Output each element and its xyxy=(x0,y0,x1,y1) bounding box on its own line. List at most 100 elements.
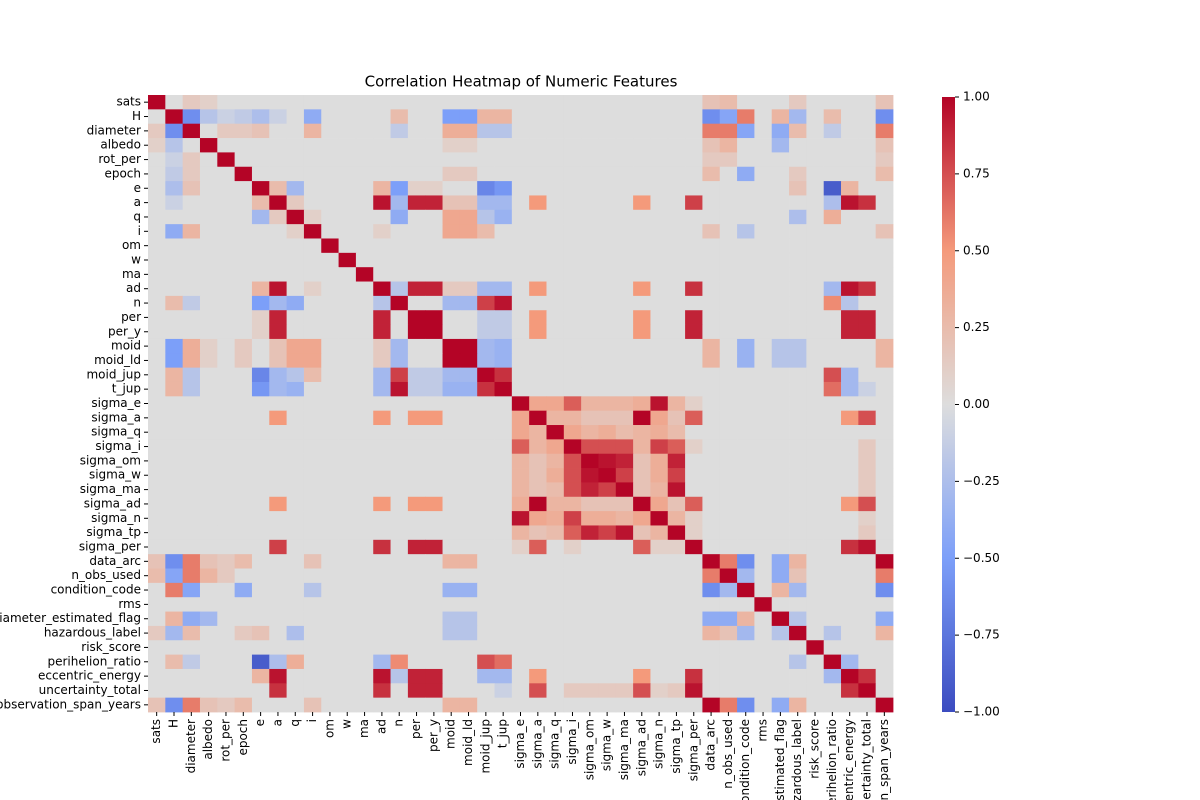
heatmap-cell xyxy=(771,95,790,110)
heatmap-cell xyxy=(529,668,547,684)
heatmap-cell xyxy=(355,181,374,196)
heatmap-cell xyxy=(754,295,773,311)
heatmap-cell xyxy=(321,683,339,699)
x-tick-label: data_arc xyxy=(704,719,718,771)
heatmap-cell xyxy=(667,166,686,182)
heatmap-cell xyxy=(269,625,288,641)
heatmap-cell xyxy=(789,611,807,627)
y-tick-label: H xyxy=(132,109,141,123)
heatmap-cell xyxy=(459,195,478,211)
heatmap-cell xyxy=(598,281,617,297)
heatmap-cell xyxy=(633,152,651,168)
heatmap-cell xyxy=(338,138,357,153)
heatmap-cell xyxy=(633,511,651,526)
heatmap-cell xyxy=(511,468,530,483)
x-tick-label: sigma_ma xyxy=(617,719,631,780)
heatmap-cell xyxy=(373,482,391,498)
heatmap-cell xyxy=(841,568,859,584)
heatmap-cell xyxy=(771,295,790,311)
heatmap-cell xyxy=(529,209,547,225)
heatmap-cell xyxy=(373,195,391,211)
heatmap-cell xyxy=(633,267,651,282)
heatmap-cell xyxy=(615,195,634,211)
heatmap-cell xyxy=(234,367,253,383)
heatmap-cell xyxy=(581,353,599,369)
heatmap-cell xyxy=(737,539,755,555)
heatmap-cell xyxy=(425,496,443,512)
heatmap-cell xyxy=(529,453,547,469)
heatmap-cell xyxy=(841,683,859,699)
heatmap-cell xyxy=(407,654,426,670)
heatmap-cell xyxy=(806,252,825,268)
heatmap-cell xyxy=(685,209,703,225)
heatmap-cell xyxy=(806,425,825,440)
heatmap-cell xyxy=(754,281,773,297)
heatmap-cell xyxy=(667,683,686,699)
heatmap-cell xyxy=(529,582,547,598)
heatmap-cell xyxy=(615,381,634,397)
heatmap-cell xyxy=(269,195,288,211)
heatmap-cell xyxy=(269,252,288,268)
heatmap-cell xyxy=(425,482,443,498)
heatmap-cell xyxy=(165,238,184,254)
heatmap-cell xyxy=(529,123,547,139)
heatmap-cell xyxy=(459,310,478,325)
heatmap-cell xyxy=(425,525,443,541)
heatmap-cell xyxy=(823,152,842,168)
heatmap-cell xyxy=(199,209,218,225)
heatmap-cell xyxy=(650,95,669,110)
heatmap-cell xyxy=(234,209,253,225)
heatmap-cell xyxy=(373,367,391,383)
heatmap-cell xyxy=(199,252,218,268)
heatmap-cell xyxy=(321,568,339,584)
heatmap-cell xyxy=(425,252,443,268)
heatmap-cell xyxy=(806,324,825,340)
heatmap-cell xyxy=(546,496,565,512)
heatmap-cell xyxy=(667,209,686,225)
heatmap-cell xyxy=(303,295,322,311)
heatmap-cell xyxy=(494,482,513,498)
heatmap-cell xyxy=(789,295,807,311)
heatmap-cell xyxy=(269,697,288,713)
heatmap-cell xyxy=(286,582,305,598)
heatmap-cell xyxy=(407,554,426,569)
heatmap-cell xyxy=(685,668,703,684)
heatmap-cell xyxy=(667,396,686,412)
heatmap-cell xyxy=(373,138,391,153)
heatmap-cell xyxy=(737,252,755,268)
heatmap-cell xyxy=(598,496,617,512)
heatmap-cell xyxy=(425,396,443,412)
heatmap-cell xyxy=(234,95,253,110)
heatmap-cell xyxy=(425,281,443,297)
heatmap-cell xyxy=(529,166,547,182)
heatmap-cell xyxy=(373,181,391,196)
heatmap-cell xyxy=(754,568,773,584)
heatmap-cell xyxy=(806,310,825,325)
heatmap-cell xyxy=(338,439,357,455)
heatmap-cell xyxy=(529,95,547,110)
heatmap-cell xyxy=(529,683,547,699)
heatmap-cell xyxy=(442,654,461,670)
heatmap-cell xyxy=(581,367,599,383)
heatmap-cell xyxy=(754,482,773,498)
heatmap-cell xyxy=(355,625,374,641)
heatmap-cell xyxy=(148,367,166,383)
heatmap-cell xyxy=(477,353,495,369)
heatmap-cell xyxy=(286,338,305,354)
heatmap-cell xyxy=(511,166,530,182)
heatmap-cell xyxy=(563,252,582,268)
heatmap-cell xyxy=(390,138,409,153)
heatmap-cell xyxy=(841,353,859,369)
heatmap-cell xyxy=(650,152,669,168)
heatmap-cell xyxy=(425,439,443,455)
heatmap-cell xyxy=(251,252,270,268)
heatmap-cell xyxy=(338,324,357,340)
heatmap-cell xyxy=(165,310,184,325)
heatmap-cell xyxy=(563,152,582,168)
heatmap-cell xyxy=(251,324,270,340)
heatmap-cell xyxy=(875,654,894,670)
heatmap-cell xyxy=(373,568,391,584)
heatmap-cell xyxy=(858,482,877,498)
heatmap-cell xyxy=(529,267,547,282)
heatmap-cell xyxy=(251,511,270,526)
